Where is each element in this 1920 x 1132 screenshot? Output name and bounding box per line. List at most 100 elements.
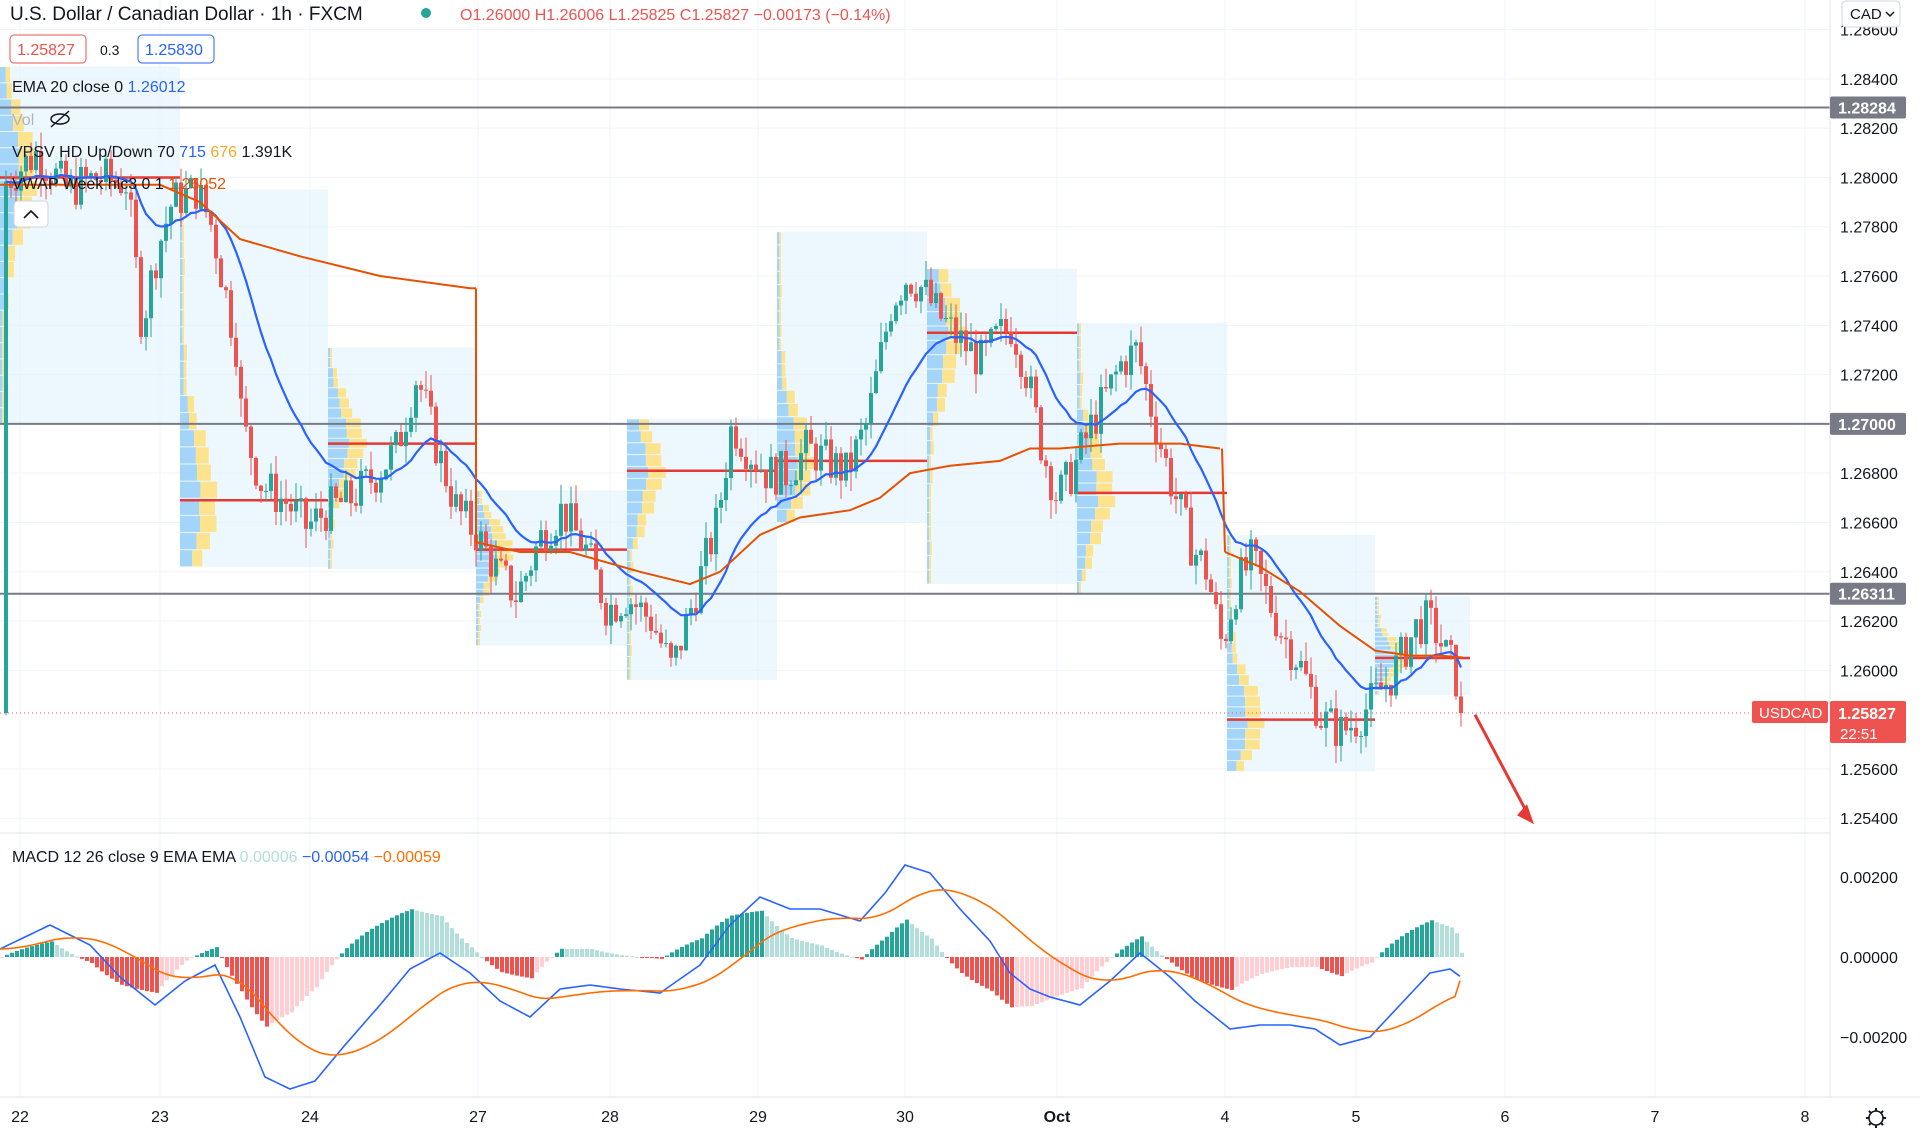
- candle-body[interactable]: [394, 432, 398, 446]
- candle-body[interactable]: [864, 423, 868, 430]
- candle-body[interactable]: [939, 293, 943, 319]
- candle-body[interactable]: [1399, 636, 1403, 656]
- candle-body[interactable]: [294, 501, 298, 512]
- candle-body[interactable]: [764, 470, 768, 489]
- candle-body[interactable]: [999, 319, 1003, 326]
- candle-body[interactable]: [724, 477, 728, 500]
- candle-body[interactable]: [669, 643, 673, 658]
- candle-body[interactable]: [339, 497, 343, 503]
- candle-body[interactable]: [274, 473, 278, 513]
- candle-body[interactable]: [129, 192, 133, 200]
- candle-body[interactable]: [1039, 407, 1043, 461]
- candle-body[interactable]: [1069, 462, 1073, 494]
- candle-body[interactable]: [929, 279, 933, 304]
- candle-body[interactable]: [869, 393, 873, 424]
- candle-body[interactable]: [1034, 376, 1038, 408]
- candle-body[interactable]: [359, 470, 363, 506]
- candle-body[interactable]: [969, 342, 973, 352]
- candle-body[interactable]: [729, 426, 733, 478]
- candle-body[interactable]: [1139, 342, 1143, 367]
- candle-body[interactable]: [194, 178, 198, 209]
- candle-body[interactable]: [1224, 638, 1228, 642]
- candle-body[interactable]: [189, 178, 193, 189]
- candle-body[interactable]: [469, 500, 473, 535]
- candle-body[interactable]: [289, 503, 293, 512]
- candle-body[interactable]: [804, 429, 808, 454]
- eye-hidden-icon[interactable]: [50, 113, 70, 125]
- candle-body[interactable]: [979, 339, 983, 375]
- candle-body[interactable]: [529, 570, 533, 576]
- buy-price[interactable]: 1.25830: [145, 42, 203, 59]
- candle-body[interactable]: [1249, 539, 1253, 571]
- candle-body[interactable]: [1274, 612, 1278, 637]
- candle-body[interactable]: [14, 187, 18, 191]
- candle-body[interactable]: [634, 604, 638, 608]
- candle-body[interactable]: [674, 645, 678, 658]
- candle-body[interactable]: [139, 257, 143, 337]
- candle-body[interactable]: [714, 507, 718, 555]
- candle-body[interactable]: [1294, 667, 1298, 670]
- candle-body[interactable]: [1114, 371, 1118, 375]
- candle-body[interactable]: [1279, 636, 1283, 638]
- candle-body[interactable]: [1414, 619, 1418, 638]
- candle-body[interactable]: [794, 480, 798, 486]
- candle-body[interactable]: [419, 385, 423, 390]
- candle-body[interactable]: [174, 182, 178, 207]
- candle-body[interactable]: [814, 443, 818, 471]
- candle-body[interactable]: [914, 293, 918, 302]
- candle-body[interactable]: [1409, 637, 1413, 667]
- candle-body[interactable]: [879, 342, 883, 372]
- candle-body[interactable]: [69, 176, 73, 187]
- candle-body[interactable]: [409, 417, 413, 432]
- candle-body[interactable]: [269, 473, 273, 491]
- currency-button[interactable]: [1841, 0, 1901, 28]
- candle-body[interactable]: [1259, 550, 1263, 574]
- candle-body[interactable]: [369, 469, 373, 483]
- candle-body[interactable]: [1229, 619, 1233, 642]
- candle-body[interactable]: [779, 451, 783, 495]
- candle-body[interactable]: [579, 530, 583, 551]
- candle-body[interactable]: [1089, 414, 1093, 439]
- candle-body[interactable]: [919, 287, 923, 302]
- candle-body[interactable]: [589, 543, 593, 545]
- candle-body[interactable]: [1364, 709, 1368, 737]
- candle-body[interactable]: [329, 486, 333, 531]
- candle-body[interactable]: [109, 158, 113, 180]
- candle-body[interactable]: [384, 469, 388, 480]
- candle-body[interactable]: [399, 432, 403, 447]
- candle-body[interactable]: [439, 450, 443, 464]
- candle-body[interactable]: [654, 630, 658, 633]
- candle-body[interactable]: [584, 544, 588, 551]
- candle-body[interactable]: [124, 192, 128, 194]
- candle-body[interactable]: [734, 426, 738, 449]
- candle-body[interactable]: [1234, 609, 1238, 620]
- candle-body[interactable]: [89, 173, 93, 178]
- candle-body[interactable]: [574, 503, 578, 531]
- candle-body[interactable]: [1014, 344, 1018, 355]
- candle-body[interactable]: [424, 389, 428, 391]
- candle-body[interactable]: [1444, 640, 1448, 647]
- candle-body[interactable]: [594, 543, 598, 570]
- candle-body[interactable]: [159, 240, 163, 279]
- candle-body[interactable]: [1199, 550, 1203, 556]
- candle-body[interactable]: [824, 439, 828, 446]
- candle-body[interactable]: [1354, 727, 1358, 737]
- candle-body[interactable]: [1434, 607, 1438, 644]
- candle-body[interactable]: [1419, 619, 1423, 645]
- candle-body[interactable]: [494, 558, 498, 577]
- candle-body[interactable]: [449, 486, 453, 507]
- candle-body[interactable]: [599, 569, 603, 604]
- candle-body[interactable]: [1064, 462, 1068, 475]
- candle-body[interactable]: [949, 317, 953, 319]
- candle-body[interactable]: [1024, 376, 1028, 389]
- candle-body[interactable]: [679, 645, 683, 651]
- candle-body[interactable]: [1339, 716, 1343, 746]
- candle-body[interactable]: [1044, 460, 1048, 467]
- candle-body[interactable]: [509, 565, 513, 601]
- candle-body[interactable]: [664, 643, 668, 645]
- candle-body[interactable]: [64, 160, 68, 187]
- candle-body[interactable]: [244, 398, 248, 427]
- candle-body[interactable]: [694, 608, 698, 613]
- candle-body[interactable]: [134, 199, 138, 258]
- candle-body[interactable]: [684, 614, 688, 651]
